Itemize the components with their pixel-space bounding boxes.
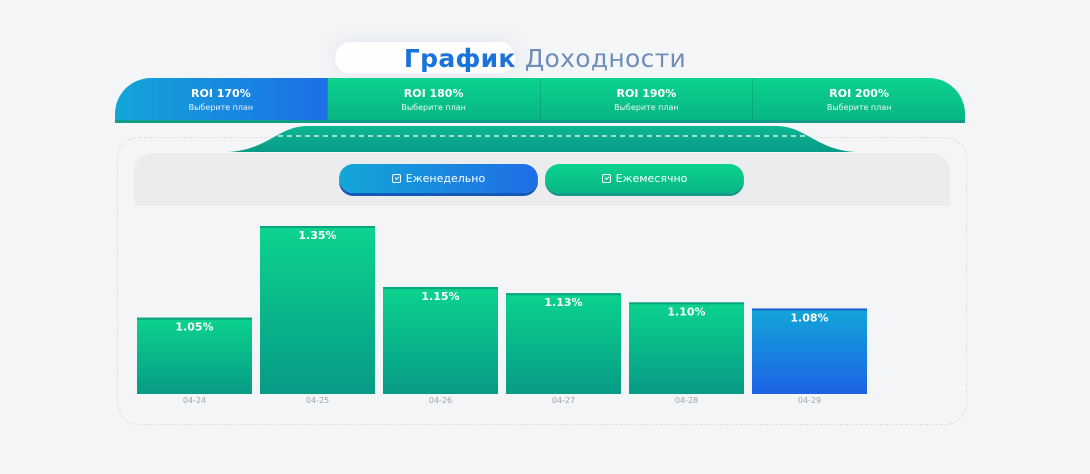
plan-tab-roi-170[interactable]: ROI 170% Выберите план <box>115 78 328 120</box>
calendar-check-icon <box>391 174 401 183</box>
weekly-button-label: Еженедельно <box>405 172 486 185</box>
weekly-button[interactable]: Еженедельно <box>339 164 538 193</box>
plan-subtitle: Выберите план <box>401 102 466 112</box>
monthly-button[interactable]: Ежемесячно <box>545 164 744 193</box>
page-title-part2: Доходности <box>524 43 687 73</box>
plan-tab-roi-190[interactable]: ROI 190% Выберите план <box>540 78 754 120</box>
plan-title: ROI 200% <box>829 86 889 100</box>
calendar-check-icon <box>601 174 611 183</box>
plan-tab-roi-180[interactable]: ROI 180% Выберите план <box>327 78 541 120</box>
page-header: График Доходности <box>0 40 1090 76</box>
plan-subtitle: Выберите план <box>614 102 679 112</box>
period-filter-bar <box>134 153 950 206</box>
plan-title: ROI 180% <box>403 86 464 100</box>
plan-connector <box>228 126 856 152</box>
plan-title: ROI 190% <box>616 86 677 100</box>
plan-subtitle: Выберите план <box>826 102 892 112</box>
monthly-button-label: Ежемесячно <box>615 172 688 185</box>
plan-tab-roi-200[interactable]: ROI 200% Выберите план <box>753 78 965 120</box>
plan-subtitle: Выберите план <box>188 102 254 112</box>
title-highlight <box>335 42 515 74</box>
plan-tabs: ROI 170% Выберите план ROI 180% Выберите… <box>115 78 965 120</box>
page-title-part1: График <box>403 43 516 73</box>
plan-title: ROI 170% <box>191 86 251 100</box>
page-title: График Доходности <box>404 44 686 73</box>
